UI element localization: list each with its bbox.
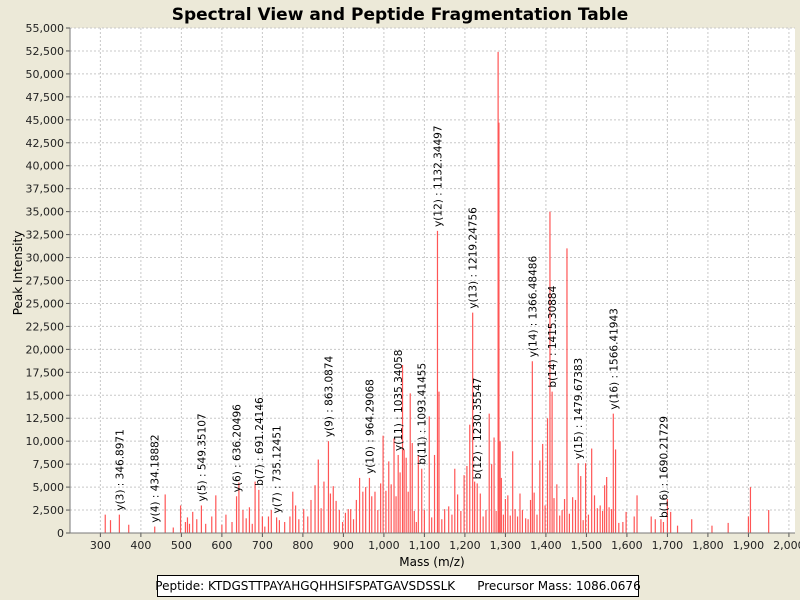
- x-tick-label: 1,000: [368, 539, 400, 552]
- y-tick-label: 32,500: [26, 229, 65, 242]
- peak-annotation: b(7) : 691.24146: [254, 397, 266, 486]
- x-tick-label: 1,700: [652, 539, 684, 552]
- peak-annotation: b(16) : 1690.21729: [658, 416, 670, 518]
- y-tick-label: 15,000: [26, 389, 65, 402]
- peak-annotations: y(3) : 346.8971 y(4) : 434.18882 y(5) : 54…: [114, 125, 670, 522]
- peak-annotation: y(14) : 1366.48486: [527, 256, 539, 358]
- x-tick-label: 1,400: [530, 539, 562, 552]
- grid-lines: [70, 27, 795, 533]
- peak-annotation: b(12) : 1230.35547: [472, 378, 484, 480]
- peak-annotation: y(4) : 434.18882: [150, 434, 162, 522]
- y-tick-label: 10,000: [26, 435, 65, 448]
- x-tick-label: 600: [211, 539, 232, 552]
- peak-annotation: y(6) : 636.20496: [232, 404, 244, 492]
- tick-labels: 300 400 500 600 700 800 900 1,000 1,100 1,200 1,30…: [26, 22, 800, 552]
- y-tick-label: 52,500: [26, 45, 65, 58]
- y-tick-label: 42,500: [26, 137, 65, 150]
- peak-annotation: y(10) : 964.29068: [364, 379, 376, 474]
- x-tick-label: 900: [333, 539, 354, 552]
- y-tick-label: 47,500: [26, 91, 65, 104]
- y-tick-label: 25,000: [26, 297, 65, 310]
- y-axis-label: Peak Intensity: [11, 231, 25, 316]
- x-tick-label: 1,100: [409, 539, 441, 552]
- peak-annotation: y(11) : 1035.34058: [393, 350, 405, 451]
- peak-annotation: y(13) : 1219.24756: [468, 207, 480, 309]
- y-tick-label: 20,000: [26, 343, 65, 356]
- x-tick-label: 400: [130, 539, 151, 552]
- peak-annotation: y(9) : 863.0874: [323, 355, 335, 437]
- peak-annotation: y(3) : 346.8971: [114, 429, 126, 510]
- x-tick-label: 2,000: [773, 539, 800, 552]
- peak-annotation: y(5) : 549.35107: [196, 413, 208, 501]
- x-tick-label: 1,900: [733, 539, 765, 552]
- y-tick-label: 17,500: [26, 366, 65, 379]
- x-tick-label: 700: [252, 539, 273, 552]
- peak-annotation: y(12) : 1132.34497: [432, 125, 444, 226]
- y-tick-label: 50,000: [26, 68, 65, 81]
- peak-annotation: y(16) : 1566.41943: [608, 308, 620, 409]
- y-tick-label: 40,000: [26, 160, 65, 173]
- peak-annotation: b(14) : 1415.30884: [547, 285, 559, 387]
- chart-title: Spectral View and Peptide Fragmentation …: [172, 5, 629, 25]
- precursor-mass: Precursor Mass: 1086.0676: [477, 579, 641, 593]
- peak-annotation: b(11) : 1093.41455: [417, 363, 429, 465]
- x-tick-label: 1,800: [692, 539, 724, 552]
- y-tick-label: 45,000: [26, 114, 65, 127]
- x-tick-label: 1,300: [490, 539, 522, 552]
- y-tick-label: 12,500: [26, 412, 65, 425]
- x-tick-label: 1,500: [571, 539, 603, 552]
- y-tick-label: 30,000: [26, 252, 65, 265]
- y-tick-label: 55,000: [26, 22, 65, 35]
- x-tick-label: 800: [292, 539, 313, 552]
- y-tick-label: 0: [57, 527, 64, 540]
- x-tick-label: 1,200: [449, 539, 481, 552]
- x-tick-label: 300: [90, 539, 111, 552]
- y-tick-label: 27,500: [26, 275, 65, 288]
- peak-annotation: y(7) : 735.12451: [272, 425, 284, 513]
- peak-bars: [104, 51, 770, 533]
- peak-annotation: y(15) : 1479.67383: [573, 358, 585, 459]
- y-tick-label: 22,500: [26, 320, 65, 333]
- y-tick-label: 37,500: [26, 183, 65, 196]
- plot-area: y(3) : 346.8971 y(4) : 434.18882 y(5) : 54…: [26, 22, 800, 552]
- x-tick-label: 500: [171, 539, 192, 552]
- y-tick-label: 35,000: [26, 206, 65, 219]
- peptide-sequence: Peptide: KTDGSTTPAYAHGQHHSIFSPATGAVSDSSL…: [155, 579, 456, 593]
- x-tick-label: 1,600: [611, 539, 643, 552]
- y-tick-label: 7,500: [33, 458, 65, 471]
- y-tick-label: 5,000: [33, 481, 65, 494]
- x-axis-label: Mass (m/z): [399, 555, 464, 569]
- y-tick-label: 2,500: [33, 504, 65, 517]
- peptide-info-box: Peptide: KTDGSTTPAYAHGQHHSIFSPATGAVSDSSL…: [155, 575, 641, 597]
- axes: [66, 27, 795, 537]
